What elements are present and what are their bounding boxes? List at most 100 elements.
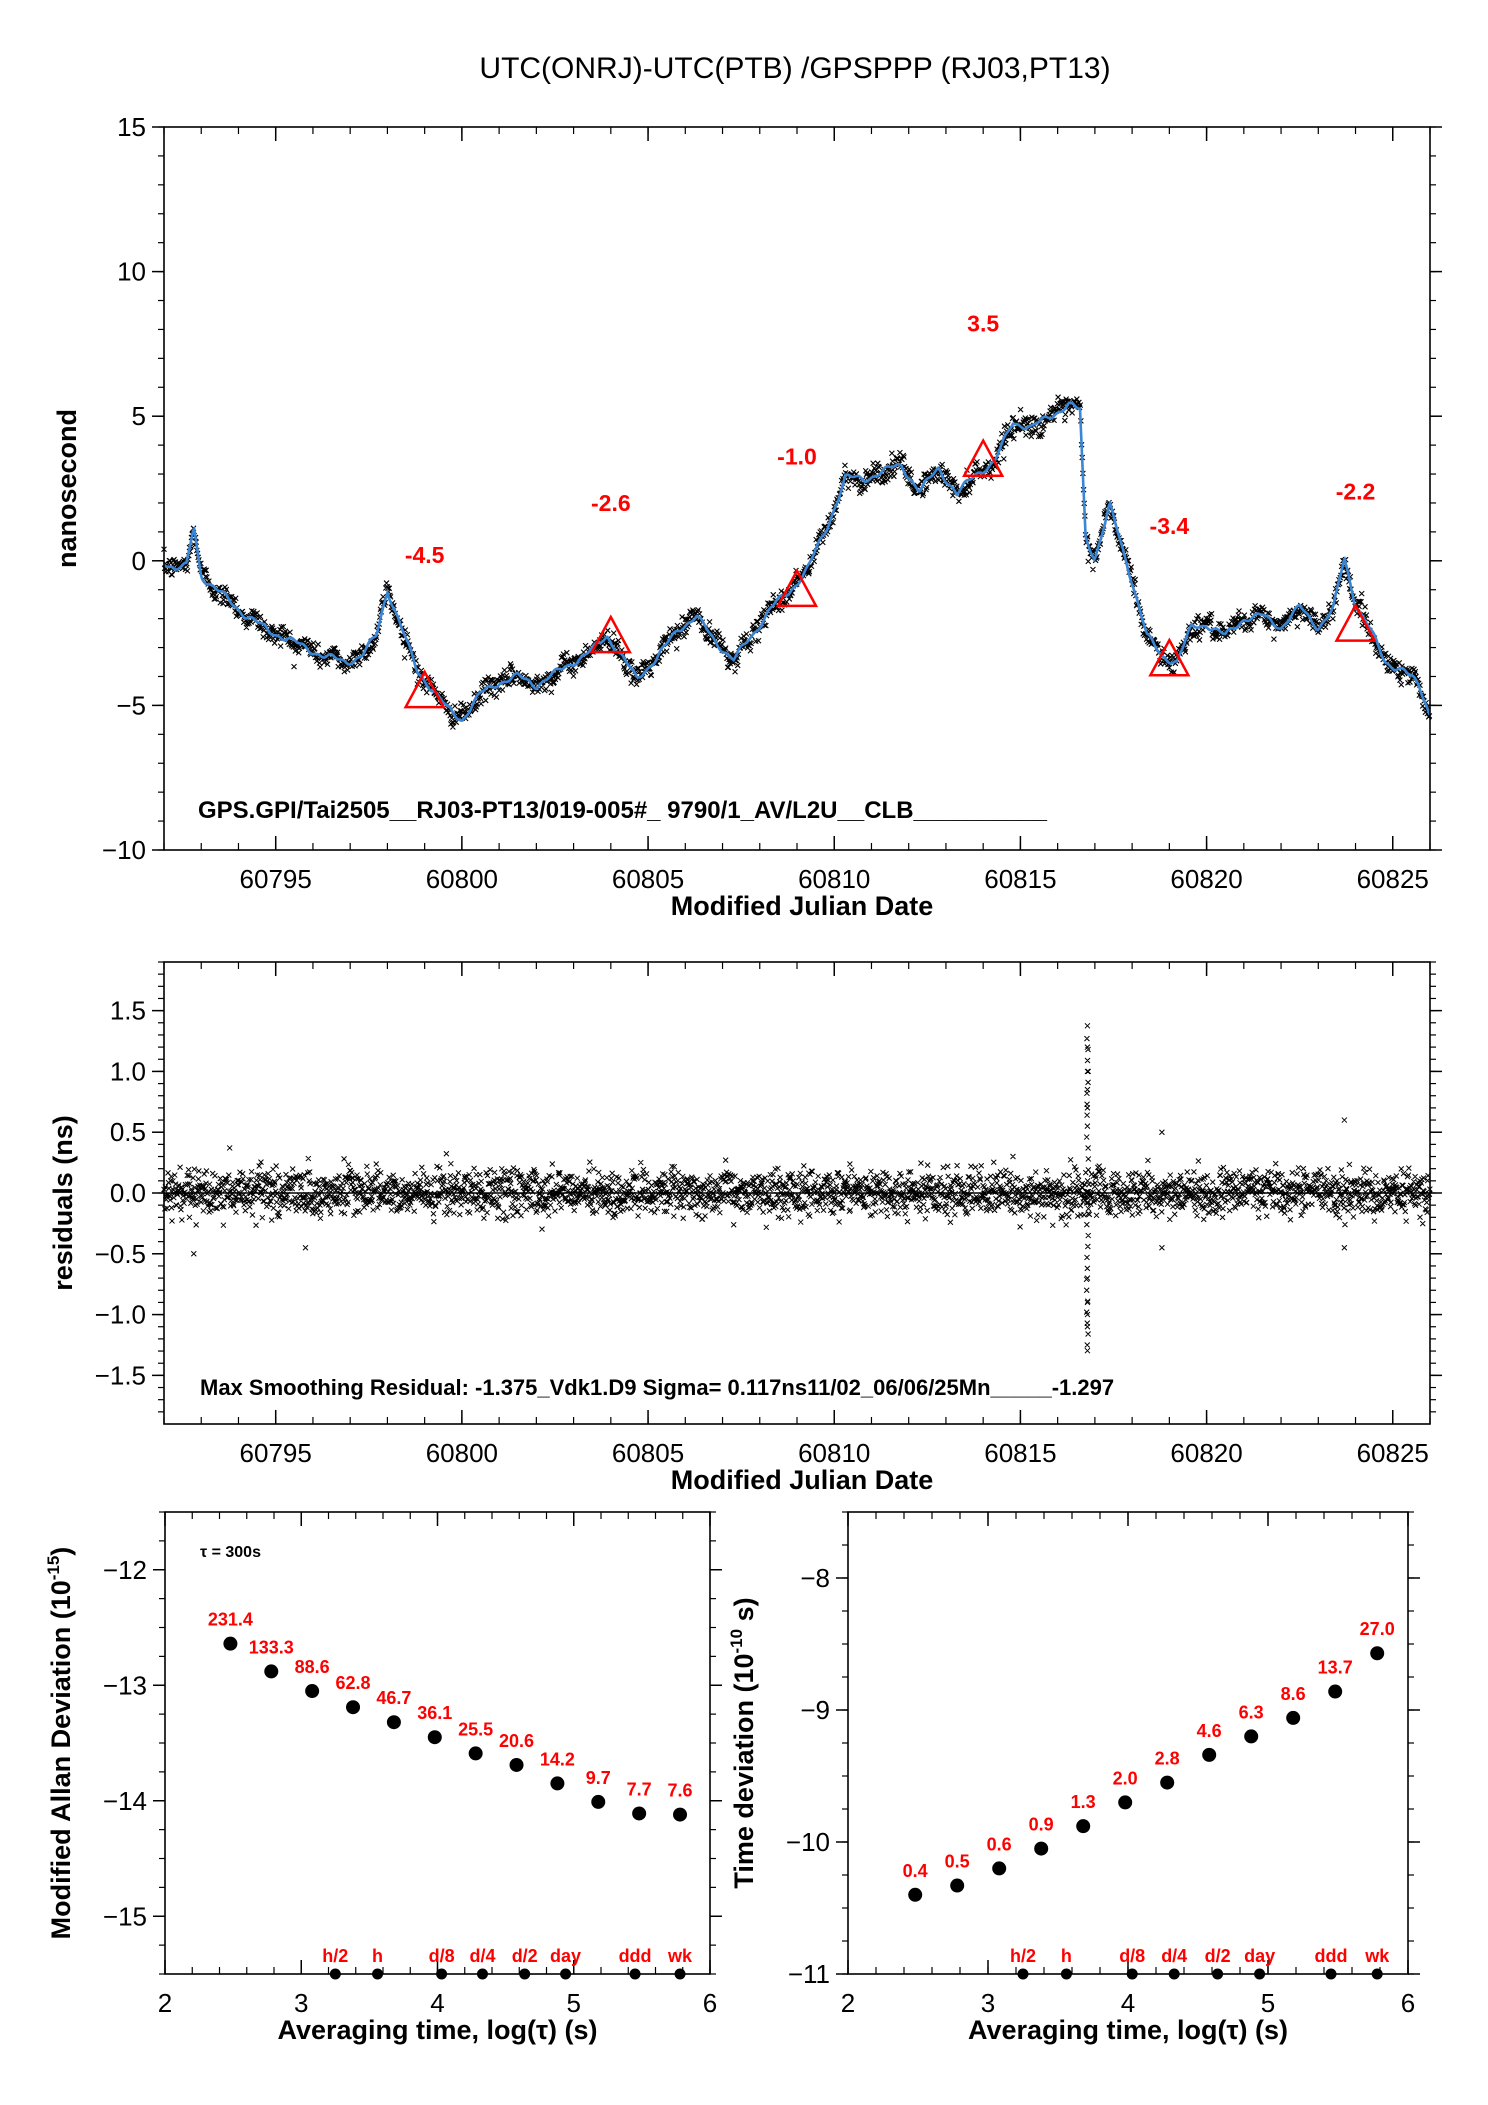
time-series-ylabel: nanosecond (52, 409, 82, 568)
time-series-ytick-label: 0 (132, 546, 146, 576)
allan-deviation-point (632, 1806, 647, 1821)
triangle-marker (1334, 602, 1377, 642)
triangle-marker (1148, 637, 1191, 677)
allan-deviation-interval-dot (560, 1968, 572, 1980)
residuals-ytick-label: −1.5 (95, 1360, 146, 1390)
time-series-xtick-label: 60795 (240, 864, 312, 894)
residuals-ytick-label: 0.0 (110, 1178, 146, 1208)
residuals-ytick-label: 1.0 (110, 1056, 146, 1086)
allan-deviation-point (305, 1684, 320, 1699)
allan-deviation-interval-dot (519, 1968, 531, 1980)
allan-deviation-interval-dot (476, 1968, 488, 1980)
time-series-ytick-label: −10 (102, 835, 146, 865)
time-series-xtick-label: 60810 (798, 864, 870, 894)
residuals-ytick-label: 0.5 (110, 1117, 146, 1147)
allan-deviation-point-label: 62.8 (336, 1673, 371, 1693)
allan-deviation-interval-label: ddd (619, 1946, 652, 1966)
time-deviation-point (1244, 1729, 1259, 1744)
time-deviation-point (1034, 1841, 1049, 1856)
residuals-xtick-label: 60800 (426, 1438, 498, 1468)
residuals-ylabel: residuals (ns) (48, 1115, 78, 1291)
allan-deviation-point (591, 1794, 606, 1809)
allan-deviation-xtick-label: 4 (430, 1988, 444, 2018)
time-series-xtick-label: 60815 (984, 864, 1056, 894)
time-series-xtick-label: 60805 (612, 864, 684, 894)
residuals-xtick-label: 60825 (1357, 1438, 1429, 1468)
residuals-xlabel: Modified Julian Date (671, 1465, 934, 1495)
time-deviation-point-label: 1.3 (1071, 1792, 1096, 1812)
allan-deviation-point (223, 1636, 238, 1651)
time-series-annotation: GPS.GPI/Tai2505__RJ03-PT13/019-005#_ 979… (198, 797, 1048, 824)
time-series-ytick-label: 15 (117, 112, 146, 142)
time-deviation-point-label: 27.0 (1360, 1619, 1395, 1639)
triangle-value-label: -3.4 (1150, 513, 1190, 539)
time-deviation-interval-label: wk (1364, 1946, 1390, 1966)
allan-deviation-ylabel: Modified Allan Deviation (10-15) (44, 1547, 76, 1940)
time-deviation-xtick-label: 2 (841, 1988, 855, 2018)
allan-deviation-point-label: 9.7 (586, 1768, 611, 1788)
time-series-ytick-label: 10 (117, 257, 146, 287)
allan-deviation-interval-label: d/8 (429, 1946, 455, 1966)
time-deviation-point-label: 13.7 (1318, 1658, 1353, 1678)
time-deviation-ytick-label: −8 (800, 1563, 830, 1593)
allan-deviation-point-label: 231.4 (208, 1610, 253, 1630)
time-deviation-point-label: 0.6 (987, 1834, 1012, 1854)
triangle-value-label: -2.2 (1336, 478, 1376, 504)
allan-deviation-interval-label: wk (667, 1946, 693, 1966)
time-deviation-xlabel: Averaging time, log(τ) (s) (968, 2015, 1288, 2045)
time-deviation-interval-label: d/4 (1161, 1946, 1187, 1966)
time-deviation-ylabel: Time deviation (10-10 s) (727, 1597, 759, 1888)
time-deviation-point (1076, 1819, 1091, 1834)
allan-deviation-xtick-label: 2 (158, 1988, 172, 2018)
time-deviation-point (992, 1861, 1007, 1876)
allan-deviation-ylabel-base: Modified Allan Deviation (10 (46, 1580, 76, 1939)
time-series-ytick-label: −5 (116, 690, 146, 720)
time-deviation-interval-label: d/8 (1119, 1946, 1145, 1966)
allan-deviation-xtick-label: 6 (703, 1988, 717, 2018)
time-deviation-interval-dot (1168, 1968, 1180, 1980)
time-deviation-interval-dot (1017, 1968, 1029, 1980)
time-deviation-point (1202, 1747, 1217, 1762)
time-deviation-point-label: 6.3 (1239, 1702, 1264, 1722)
allan-deviation-ytick-label: −15 (103, 1901, 147, 1931)
figure-title: UTC(ONRJ)-UTC(PTB) /GPSPPP (RJ03,PT13) (479, 52, 1110, 85)
allan-deviation-point-label: 46.7 (376, 1688, 411, 1708)
allan-deviation-point-label: 7.6 (668, 1781, 693, 1801)
time-series-xlabel: Modified Julian Date (671, 891, 934, 921)
residuals-xtick-label: 60795 (240, 1438, 312, 1468)
allan-deviation-point-label: 88.6 (295, 1657, 330, 1677)
allan-deviation-point (264, 1664, 279, 1679)
allan-deviation-interval-label: h (372, 1946, 383, 1966)
time-deviation-interval-dot (1126, 1968, 1138, 1980)
time-deviation-point (950, 1878, 965, 1893)
tau-note: τ = 300s (200, 1544, 261, 1561)
residuals-xtick-label: 60810 (798, 1438, 870, 1468)
time-deviation-ytick-label: −10 (786, 1827, 830, 1857)
allan-deviation-xtick-label: 5 (567, 1988, 581, 2018)
allan-deviation-interval-dot (629, 1968, 641, 1980)
residuals-ytick-label: −0.5 (95, 1239, 146, 1269)
time-deviation-interval-dot (1371, 1968, 1383, 1980)
time-deviation-point-label: 2.8 (1155, 1749, 1180, 1769)
allan-deviation-ytick-label: −13 (103, 1670, 147, 1700)
time-deviation-panel: 2 3 4 5 6 −11 −10 −9 −8 0.4 0.5 0.6 0.9 1.3 2.0 2.8 4.6 6… (727, 1511, 1420, 2045)
time-series-panel: -4.5 -2.6 -1.0 3.5 -3.4 -2.2 60795 60800 60805 60… (52, 112, 1442, 921)
allan-deviation-point-label: 14.2 (540, 1749, 575, 1769)
time-deviation-interval-dot (1325, 1968, 1337, 1980)
time-deviation-xtick-label: 3 (981, 1988, 995, 2018)
allan-deviation-interval-label: d/4 (469, 1946, 495, 1966)
time-deviation-point-label: 4.6 (1197, 1721, 1222, 1741)
allan-deviation-point-label: 36.1 (417, 1703, 452, 1723)
allan-deviation-point (427, 1730, 442, 1745)
time-deviation-interval-label: ddd (1315, 1946, 1348, 1966)
time-deviation-ytick-label: −11 (788, 1959, 830, 1989)
allan-deviation-xlabel: Averaging time, log(τ) (s) (277, 2015, 597, 2045)
time-deviation-point-label: 2.0 (1113, 1768, 1138, 1788)
allan-deviation-point (386, 1715, 401, 1730)
allan-deviation-interval-label: day (550, 1946, 581, 1966)
allan-deviation-interval-label: d/2 (512, 1946, 538, 1966)
residuals-xtick-label: 60820 (1170, 1438, 1242, 1468)
time-deviation-interval-label: day (1244, 1946, 1275, 1966)
time-deviation-xtick-label: 4 (1121, 1988, 1135, 2018)
